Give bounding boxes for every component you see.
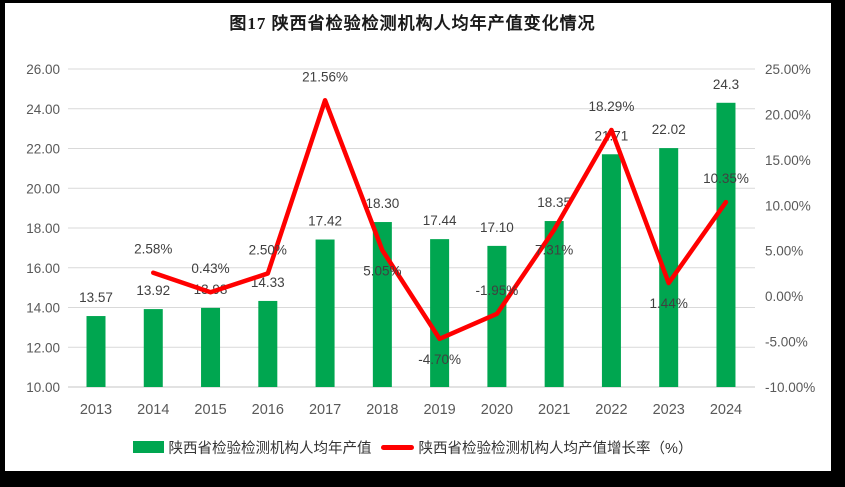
bar — [659, 148, 679, 387]
bar — [716, 102, 736, 387]
category-label: 2016 — [252, 402, 284, 418]
bar — [601, 154, 621, 387]
category-label: 2024 — [710, 402, 742, 418]
right-axis-tick: 0.00% — [765, 289, 803, 304]
bar — [430, 239, 450, 387]
right-axis-tick: -10.00% — [765, 380, 815, 395]
left-axis-tick: 24.00 — [26, 102, 60, 117]
line-value-label: 21.56% — [302, 69, 348, 84]
left-axis-tick: 10.00 — [26, 380, 60, 395]
line-value-label: 0.43% — [191, 261, 229, 276]
bar-value-label: 22.02 — [652, 122, 686, 137]
category-label: 2022 — [595, 402, 627, 418]
right-axis-tick: 15.00% — [765, 153, 811, 168]
line-value-label: 18.29% — [589, 99, 635, 114]
bar — [258, 300, 278, 387]
category-label: 2017 — [309, 402, 341, 418]
legend-line-label: 陕西省检验检测机构人均产值增长率（%） — [418, 440, 693, 457]
legend-line-swatch-icon — [380, 444, 414, 450]
bar-value-label: 13.57 — [79, 290, 113, 305]
right-axis-tick: 10.00% — [765, 198, 811, 213]
line-value-label: 2.58% — [134, 242, 172, 257]
chart-title: 图17 陕西省检验检测机构人均年产值变化情况 — [229, 14, 596, 33]
line-value-label: -4.70% — [418, 352, 461, 367]
right-axis-tick: 20.00% — [765, 107, 811, 122]
line-value-label: 2.50% — [249, 242, 287, 257]
bar — [372, 222, 392, 387]
bar — [86, 316, 106, 387]
line-value-label: 5.05% — [363, 263, 401, 278]
bar — [201, 307, 221, 387]
category-label: 2021 — [538, 402, 570, 418]
left-axis-tick: 12.00 — [26, 340, 60, 355]
left-axis-tick: 16.00 — [26, 261, 60, 276]
bar-value-label: 18.35 — [537, 195, 571, 210]
left-axis-tick: 22.00 — [26, 142, 60, 157]
category-label: 2018 — [366, 402, 398, 418]
category-label: 2023 — [653, 402, 685, 418]
bar-value-label: 14.33 — [251, 275, 285, 290]
left-axis-tick: 14.00 — [26, 301, 60, 316]
bar — [544, 221, 564, 387]
right-axis-tick: 5.00% — [765, 244, 803, 259]
bar — [487, 245, 507, 387]
bar-value-label: 18.30 — [365, 196, 399, 211]
category-label: 2013 — [80, 402, 112, 418]
legend-bar-label: 陕西省检验检测机构人均年产值 — [168, 440, 372, 457]
line-value-label: 1.44% — [650, 296, 688, 311]
bar-value-label: 13.92 — [136, 283, 170, 298]
right-axis-tick: -5.00% — [765, 335, 808, 350]
category-label: 2020 — [481, 402, 513, 418]
legend-bar-swatch-icon — [132, 441, 164, 453]
bar-value-label: 17.42 — [308, 214, 342, 229]
bar-value-label: 13.98 — [194, 282, 228, 297]
right-axis-tick: 25.00% — [765, 62, 811, 77]
bar — [143, 309, 163, 387]
category-label: 2015 — [194, 402, 226, 418]
line-value-label: 7.31% — [535, 243, 573, 258]
bar-value-label: 17.10 — [480, 220, 514, 235]
left-axis-tick: 20.00 — [26, 181, 60, 196]
line-value-label: 10.35% — [703, 171, 749, 186]
chart-legend: 陕西省检验检测机构人均年产值 陕西省检验检测机构人均产值增长率（%） — [0, 434, 825, 460]
left-axis-tick: 18.00 — [26, 221, 60, 236]
category-label: 2019 — [423, 402, 455, 418]
line-value-label: -1.95% — [475, 283, 518, 298]
left-axis-tick: 26.00 — [26, 62, 60, 77]
bar — [315, 239, 335, 387]
bar-value-label: 17.44 — [423, 213, 457, 228]
bar-value-label: 24.3 — [713, 77, 739, 92]
line-series — [151, 98, 729, 342]
category-label: 2014 — [137, 402, 169, 418]
